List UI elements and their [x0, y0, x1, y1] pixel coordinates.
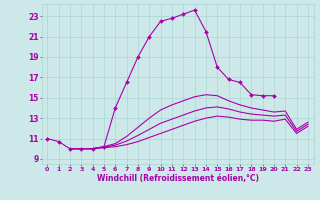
X-axis label: Windchill (Refroidissement éolien,°C): Windchill (Refroidissement éolien,°C): [97, 174, 259, 183]
